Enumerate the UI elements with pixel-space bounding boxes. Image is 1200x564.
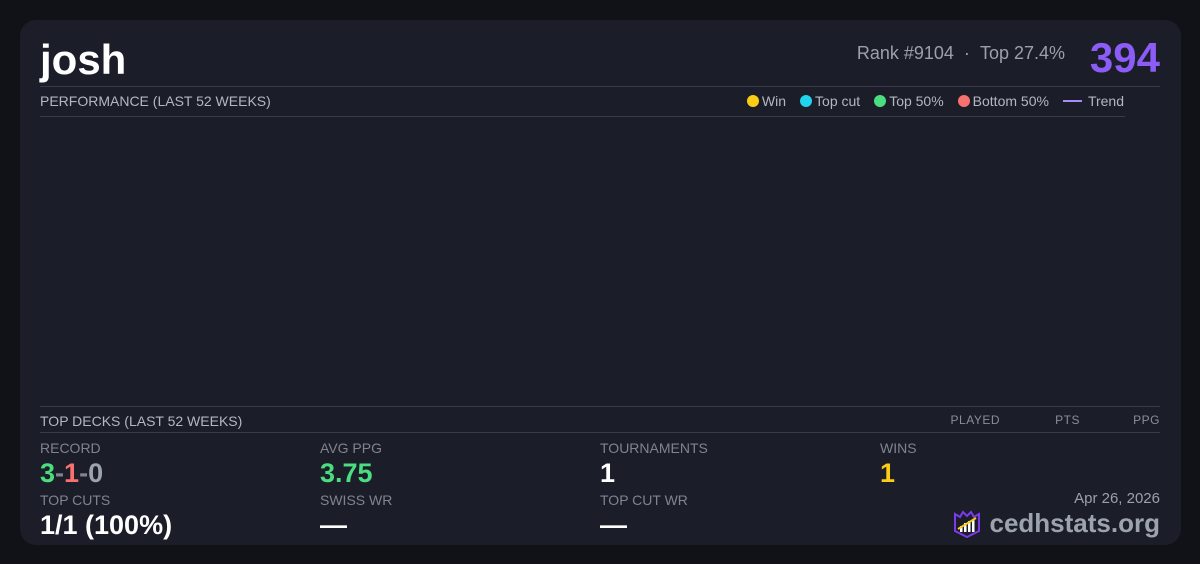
divider [40, 406, 1160, 407]
value: 1 [600, 458, 616, 488]
record-losses: 1 [64, 458, 80, 488]
stat-top-cuts: TOP CUTS 1/1 (100%) [40, 492, 172, 541]
value: — [600, 510, 627, 540]
performance-title: PERFORMANCE (LAST 52 WEEKS) [40, 93, 271, 109]
label: SWISS WR [320, 492, 393, 508]
player-score: 394 [1089, 34, 1160, 81]
separator: · [963, 43, 970, 63]
top-percent: Top 27.4% [979, 43, 1065, 63]
divider [40, 116, 1125, 117]
win-dot-icon [746, 95, 759, 107]
cedhstats-logo-icon [953, 509, 980, 538]
value: — [320, 510, 347, 540]
stat-swiss-wr: SWISS WR — [320, 492, 392, 541]
stat-record: RECORD 3-1-0 [40, 440, 104, 488]
legend-top-50: Top 50% [874, 93, 944, 109]
trend-line-icon [1062, 100, 1082, 102]
record-draws: 0 [88, 458, 104, 488]
label: TOP CUT WR [600, 492, 688, 508]
performance-chart-area [40, 117, 1125, 405]
col-ppg: PPG [1133, 413, 1160, 427]
brand: cedhstats.org [952, 508, 1161, 539]
stat-wins: WINS 1 [880, 440, 917, 489]
legend-win: Win [746, 93, 786, 109]
top-decks-title: TOP DECKS (LAST 52 WEEKS) [40, 413, 243, 429]
label: AVG PPG [320, 440, 382, 456]
label: WINS [880, 440, 917, 456]
label: RECORD [40, 440, 101, 456]
brand-name: cedhstats.org [989, 508, 1161, 538]
player-card: josh Rank #9104 · Top 27.4% 394 PERFORMA… [20, 20, 1181, 545]
divider [40, 432, 1160, 433]
legend-bottom-50: Bottom 50% [957, 93, 1049, 109]
label: TOP CUTS [40, 492, 111, 508]
chart-legend: Win Top cut Top 50% Bottom 50% Trend [746, 93, 1124, 109]
value: 3.75 [320, 458, 373, 488]
record-wins: 3 [40, 458, 56, 488]
value: 1 [880, 458, 896, 488]
top-cut-dot-icon [800, 95, 813, 107]
bottom-50-dot-icon [957, 95, 970, 107]
stat-top-cut-wr: TOP CUT WR — [600, 492, 688, 541]
label: TOURNAMENTS [600, 440, 708, 456]
value: 1/1 (100%) [40, 510, 173, 540]
player-name: josh [40, 36, 127, 83]
col-played: PLAYED [950, 413, 1000, 427]
top-50-dot-icon [874, 95, 887, 107]
col-pts: PTS [1055, 413, 1080, 427]
rank-info: Rank #9104 · Top 27.4% [857, 43, 1065, 64]
divider [40, 86, 1160, 87]
legend-top-cut: Top cut [800, 93, 860, 109]
stat-tournaments: TOURNAMENTS 1 [600, 440, 708, 489]
date: Apr 26, 2026 [1074, 490, 1160, 507]
top-decks-columns: PLAYED PTS PPG [940, 413, 1160, 427]
rank: Rank #9104 [856, 43, 954, 63]
stat-avg-ppg: AVG PPG 3.75 [320, 440, 382, 489]
legend-trend: Trend [1062, 93, 1124, 109]
